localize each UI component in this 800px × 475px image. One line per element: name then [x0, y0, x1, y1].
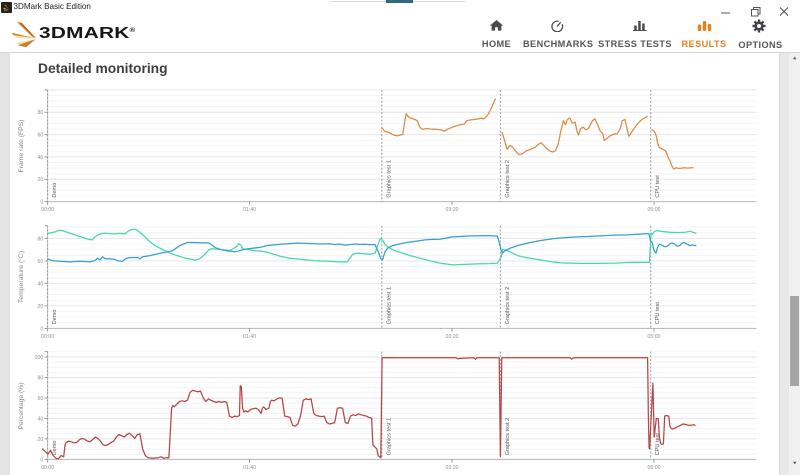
svg-text:Demo: Demo — [52, 309, 58, 324]
svg-text:01:40: 01:40 — [243, 334, 256, 340]
svg-text:CPU test: CPU test — [655, 433, 661, 456]
svg-text:05:00: 05:00 — [648, 465, 661, 471]
svg-text:Graphics test 1: Graphics test 1 — [386, 287, 392, 325]
svg-text:100: 100 — [35, 355, 44, 361]
svg-text:Demo: Demo — [52, 183, 58, 198]
svg-text:Graphics test 2: Graphics test 2 — [505, 418, 511, 456]
svg-text:03:20: 03:20 — [446, 334, 459, 340]
svg-text:00:00: 00:00 — [41, 207, 54, 213]
svg-text:00:00: 00:00 — [41, 465, 54, 471]
svg-text:80: 80 — [38, 110, 44, 116]
svg-text:01:40: 01:40 — [243, 207, 256, 213]
svg-text:40: 40 — [38, 281, 44, 287]
svg-text:0: 0 — [40, 200, 43, 206]
svg-text:CPU test: CPU test — [655, 175, 661, 198]
svg-text:Demo: Demo — [52, 440, 58, 455]
svg-text:0: 0 — [40, 326, 43, 332]
svg-text:03:20: 03:20 — [446, 465, 459, 471]
svg-text:Frame rate (FPS): Frame rate (FPS) — [18, 120, 25, 173]
svg-text:Graphics test 1: Graphics test 1 — [386, 418, 392, 456]
svg-text:Temperature (°C): Temperature (°C) — [17, 251, 25, 303]
svg-text:80: 80 — [38, 236, 44, 242]
svg-text:CPU test: CPU test — [655, 302, 661, 325]
svg-text:60: 60 — [38, 133, 44, 139]
svg-text:Graphics test 2: Graphics test 2 — [505, 160, 511, 198]
svg-text:Graphics test 2: Graphics test 2 — [505, 287, 511, 325]
svg-text:20: 20 — [38, 177, 44, 183]
svg-text:40: 40 — [38, 416, 44, 422]
svg-text:05:00: 05:00 — [648, 207, 661, 213]
svg-text:60: 60 — [38, 396, 44, 402]
svg-text:01:40: 01:40 — [243, 465, 256, 471]
svg-text:Percentage (%): Percentage (%) — [18, 382, 25, 429]
svg-text:80: 80 — [38, 375, 44, 381]
svg-text:20: 20 — [38, 304, 44, 310]
svg-text:40: 40 — [38, 155, 44, 161]
svg-text:0: 0 — [40, 457, 43, 463]
svg-text:03:20: 03:20 — [446, 207, 459, 213]
svg-text:Graphics test 1: Graphics test 1 — [386, 160, 392, 198]
svg-text:05:00: 05:00 — [648, 334, 661, 340]
svg-text:20: 20 — [38, 437, 44, 443]
svg-text:00:00: 00:00 — [41, 334, 54, 340]
svg-text:60: 60 — [38, 259, 44, 265]
